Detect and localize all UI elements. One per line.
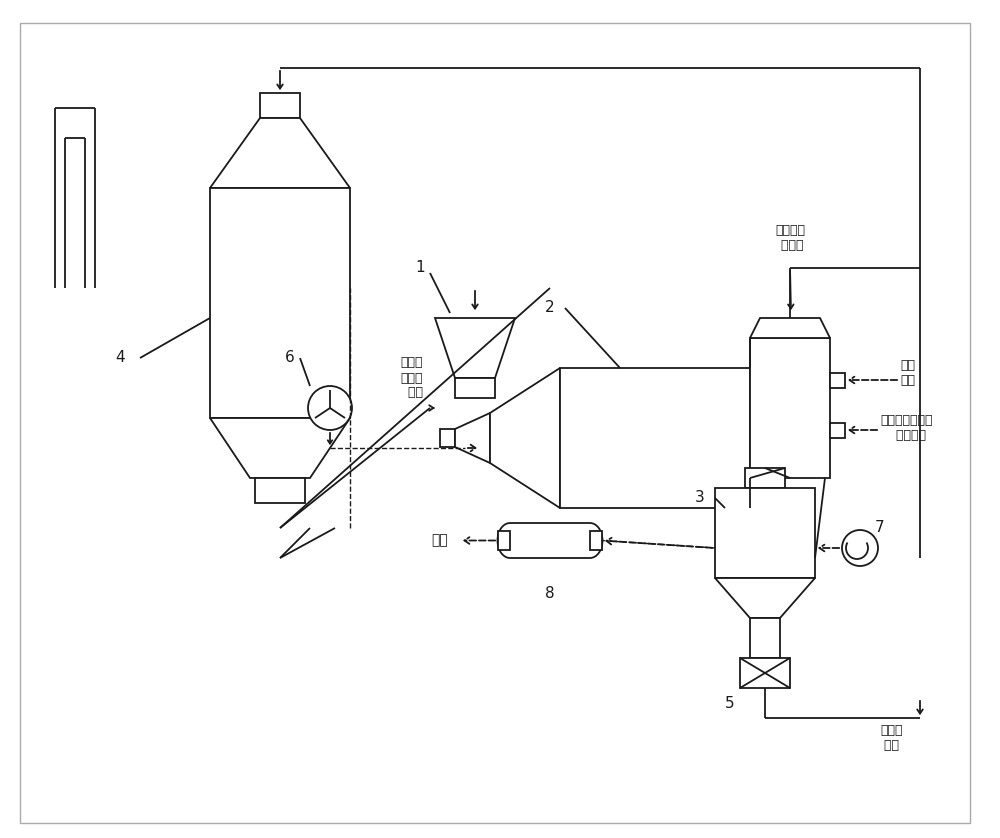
Bar [255,478,305,503]
Text: 新鲜活
 性焦: 新鲜活 性焦 [880,724,902,752]
Bar [210,188,350,418]
Text: 排放: 排放 [432,534,448,547]
Text: 烟气或
废气去
  净化: 烟气或 废气去 净化 [400,356,423,400]
Bar [498,531,510,550]
Bar [715,488,815,578]
Text: 3: 3 [695,490,705,505]
Text: 7: 7 [875,520,885,535]
Bar [590,531,602,550]
Bar [440,429,455,447]
Bar [740,658,790,688]
Polygon shape [435,318,515,378]
Text: 惰性
气体: 惰性 气体 [900,359,915,387]
Text: 1: 1 [415,261,425,276]
Bar [830,373,845,388]
Polygon shape [210,118,350,188]
Text: 2: 2 [545,301,555,315]
Text: 6: 6 [285,350,295,365]
Text: 5: 5 [725,696,735,711]
Text: 解吸气回
 收利用: 解吸气回 收利用 [775,224,805,252]
Bar [750,338,830,478]
Bar [560,368,750,508]
Bar [745,468,785,488]
Bar [455,378,495,398]
Bar [750,618,780,658]
Text: 加热介质（烟气
    或废气）: 加热介质（烟气 或废气） [880,414,932,442]
Circle shape [842,530,878,566]
Text: 8: 8 [545,586,555,601]
Circle shape [308,386,352,430]
Bar [830,423,845,438]
Polygon shape [750,318,830,338]
Polygon shape [455,413,490,463]
Text: 4: 4 [115,350,125,365]
Bar [260,93,300,118]
Polygon shape [490,368,560,508]
Polygon shape [715,578,815,618]
Polygon shape [210,418,350,478]
